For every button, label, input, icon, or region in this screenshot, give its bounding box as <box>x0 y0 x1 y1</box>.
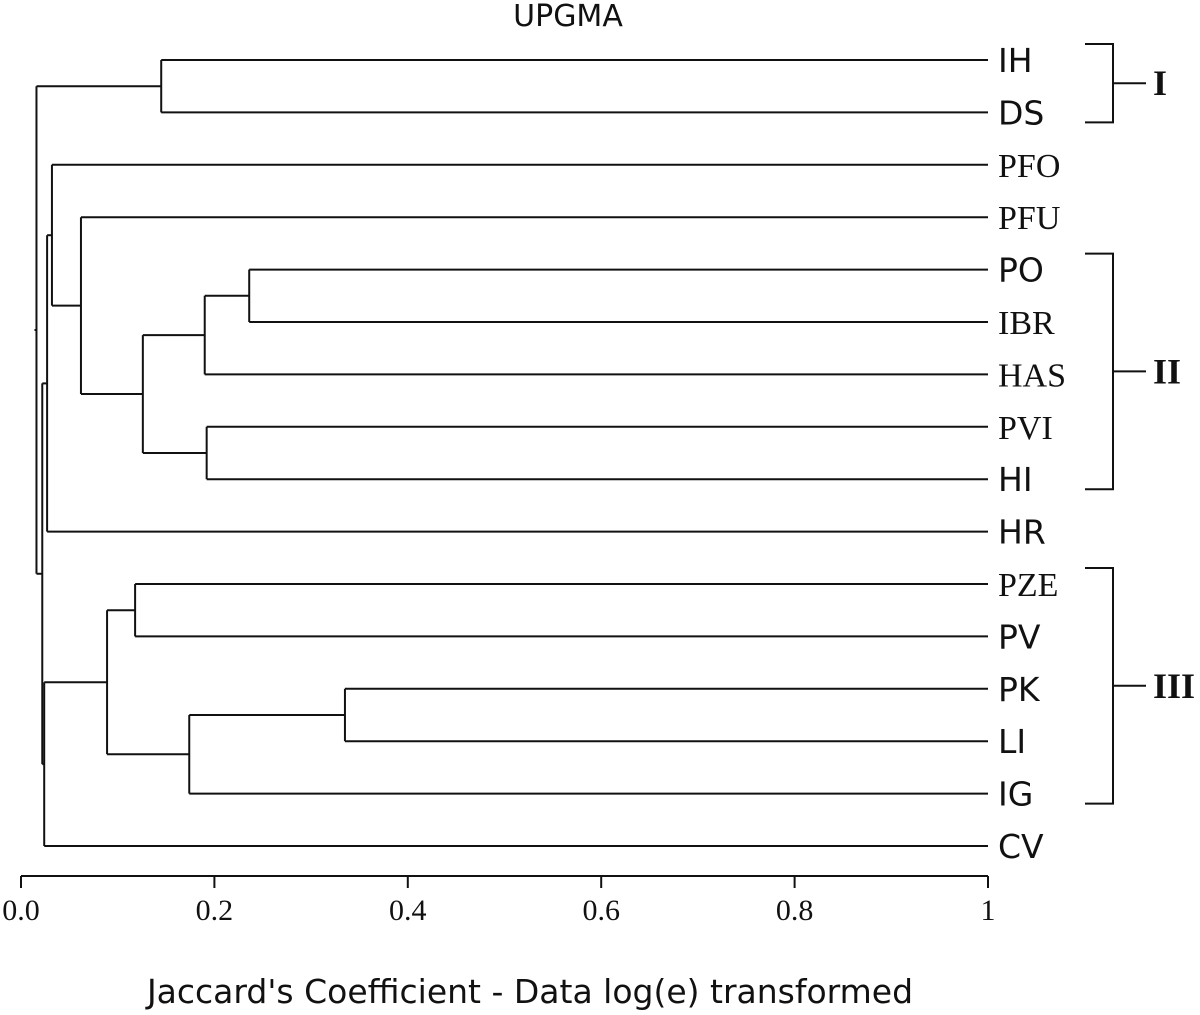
x-tick-label-0-2: 0.2 <box>196 894 234 927</box>
x-tick-label-0-8: 0.8 <box>776 894 814 927</box>
leaf-label-hi: HI <box>998 460 1033 499</box>
leaf-label-pze: PZE <box>998 567 1058 604</box>
leaf-label-ds: DS <box>998 93 1044 132</box>
chart-title: UPGMA <box>513 0 623 34</box>
x-tick-label-0-4: 0.4 <box>389 894 427 927</box>
leaf-label-pk: PK <box>998 670 1041 709</box>
cluster-label-ii: II <box>1153 351 1181 391</box>
x-tick-label-1: 1 <box>981 894 996 927</box>
leaf-label-pv: PV <box>998 617 1041 656</box>
leaf-label-pfo: PFO <box>998 148 1060 185</box>
leaf-label-ibr: IBR <box>998 305 1055 342</box>
leaf-label-ih: IH <box>998 41 1033 80</box>
x-axis-label: Jaccard's Coefficient - Data log(e) tran… <box>145 972 913 1011</box>
x-tick-label-0-6: 0.6 <box>582 894 620 927</box>
cluster-label-i: I <box>1153 63 1167 103</box>
x-tick-label-0-0: 0.0 <box>2 894 40 927</box>
dendrogram-branches <box>34 59 988 847</box>
leaf-label-hr: HR <box>998 513 1046 552</box>
cluster-bracket-i <box>1085 43 1146 124</box>
leaf-label-cv: CV <box>998 827 1044 866</box>
leaf-label-pfu: PFU <box>998 200 1060 237</box>
cluster-bracket-ii <box>1085 252 1146 491</box>
leaf-label-pvi: PVI <box>998 410 1053 447</box>
x-axis: 0.0 0.2 0.4 0.6 0.8 1 <box>2 875 996 927</box>
leaf-labels: IH DS PFO PFU PO IBR HAS PVI HI HR PZE PV PK LI IG CV <box>998 41 1066 866</box>
leaf-label-li: LI <box>998 722 1026 761</box>
leaf-label-ig: IG <box>998 775 1033 814</box>
cluster-label-iii: III <box>1153 666 1195 706</box>
leaf-label-po: PO <box>998 251 1044 290</box>
leaf-label-has: HAS <box>998 357 1066 394</box>
cluster-bracket-iii <box>1085 567 1146 805</box>
